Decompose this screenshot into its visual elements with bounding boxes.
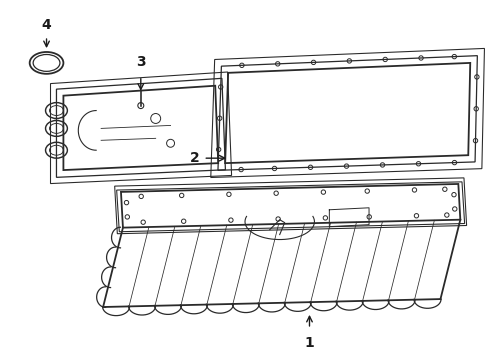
- Text: 3: 3: [136, 55, 145, 69]
- Text: 4: 4: [41, 18, 51, 32]
- Text: 2: 2: [189, 151, 199, 165]
- Text: 1: 1: [304, 336, 314, 350]
